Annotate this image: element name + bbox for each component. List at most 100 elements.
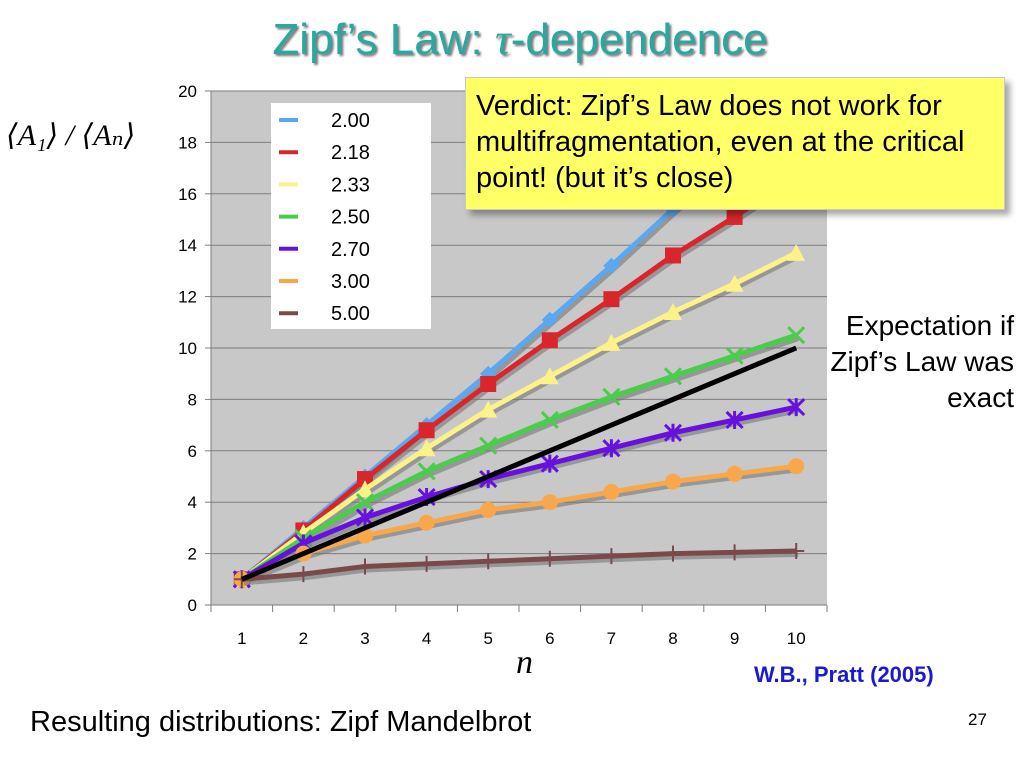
y-tick-label: 16 [178, 185, 197, 204]
data-point [418, 514, 435, 531]
title-suffix: -dependence [510, 15, 768, 64]
verdict-callout: Verdict: Zipf’s Law does not work for mu… [465, 77, 1005, 210]
data-point [602, 439, 621, 458]
data-point [663, 423, 683, 442]
series-line [240, 173, 798, 582]
x-tick-label: 8 [668, 629, 677, 648]
slide-title: Zipf’s Law: τ-dependence [0, 14, 1024, 65]
slide-caption: Resulting distributions: Zipf Mandelbrot [30, 706, 532, 738]
series-line [240, 332, 797, 582]
legend-label: 2.00 [331, 110, 370, 132]
y-tick-label: 4 [188, 493, 197, 512]
data-point [479, 436, 498, 455]
reference-line [240, 345, 798, 582]
legend-label: 3.00 [331, 271, 370, 293]
data-point [602, 333, 621, 351]
data-point [726, 208, 743, 225]
legend-label: 2.70 [331, 239, 370, 261]
data-point [603, 291, 620, 308]
series-shadow [242, 335, 800, 585]
plot-content [232, 91, 806, 589]
series-line [240, 463, 797, 582]
y-axis-label: ⟨A₁⟩ / ⟨Aₙ⟩ [6, 119, 136, 152]
expectation-annotation: Expectation if Zipf’s Law was exact [830, 310, 1014, 413]
series-5.00 [233, 543, 805, 588]
data-point [540, 454, 559, 473]
y-tick-label: 0 [188, 596, 197, 615]
data-point [418, 422, 435, 439]
data-point [355, 493, 375, 512]
data-point [417, 439, 436, 457]
data-point [541, 550, 558, 567]
x-tick-label: 7 [607, 629, 616, 648]
data-point [664, 303, 682, 321]
data-point [603, 548, 620, 565]
data-point [602, 387, 621, 406]
data-point [480, 501, 497, 518]
data-point [541, 332, 558, 349]
title-prefix: Zipf’s Law: [272, 15, 495, 64]
data-point [479, 400, 498, 418]
data-point [356, 480, 374, 498]
data-point [541, 494, 558, 511]
data-point [357, 471, 373, 488]
data-point [480, 553, 497, 570]
data-point [357, 558, 373, 575]
x-tick-label: 2 [299, 629, 308, 648]
tau-symbol: τ [494, 15, 511, 64]
data-point [665, 473, 681, 490]
series-line [240, 250, 798, 582]
series-2.33 [232, 243, 806, 588]
legend-label: 5.00 [331, 303, 370, 325]
data-point [726, 544, 743, 561]
y-tick-label: 10 [178, 339, 197, 358]
data-point [417, 462, 436, 481]
data-point [788, 458, 805, 475]
data-point [603, 257, 620, 274]
legend-label: 2.18 [331, 142, 370, 164]
series-2.50 [232, 326, 806, 589]
data-point [541, 311, 558, 328]
y-tick-label: 12 [178, 288, 197, 307]
series-line [241, 548, 797, 582]
y-tick-label: 2 [188, 545, 197, 564]
data-point [787, 243, 806, 261]
x-tick-label: 3 [360, 629, 369, 648]
series-shadow [241, 253, 800, 585]
y-tick-label: 18 [178, 133, 197, 152]
legend-label: 2.33 [331, 174, 370, 196]
series-shadow [242, 407, 799, 585]
data-point [787, 326, 806, 345]
data-point [725, 274, 744, 292]
legend-label: 2.50 [331, 207, 370, 229]
x-tick-label: 10 [787, 629, 806, 648]
data-point [540, 367, 559, 385]
data-point [603, 483, 620, 500]
series-line [240, 404, 797, 582]
data-point [540, 410, 559, 430]
y-tick-label: 20 [178, 82, 197, 101]
data-point [726, 465, 743, 482]
y-tick-label: 6 [188, 442, 197, 461]
x-axis-label: n [516, 644, 533, 681]
data-point [725, 346, 744, 365]
series-shadow [242, 466, 799, 586]
citation: W.B., Pratt (2005) [754, 662, 934, 687]
data-point [788, 543, 805, 560]
data-point [787, 398, 806, 417]
x-tick-label: 6 [545, 629, 554, 648]
y-tick-label: 14 [178, 236, 197, 255]
data-point [480, 375, 497, 392]
x-tick-label: 5 [483, 629, 492, 648]
x-tick-label: 4 [422, 629, 431, 648]
y-tick-label: 8 [188, 390, 197, 409]
data-point [725, 410, 744, 430]
series-shadow [243, 551, 799, 586]
data-point [665, 545, 681, 562]
page-number: 27 [968, 710, 987, 729]
data-point [295, 566, 312, 583]
data-point [418, 555, 435, 572]
data-point [663, 367, 683, 386]
data-point [665, 247, 681, 264]
data-point [355, 508, 375, 527]
